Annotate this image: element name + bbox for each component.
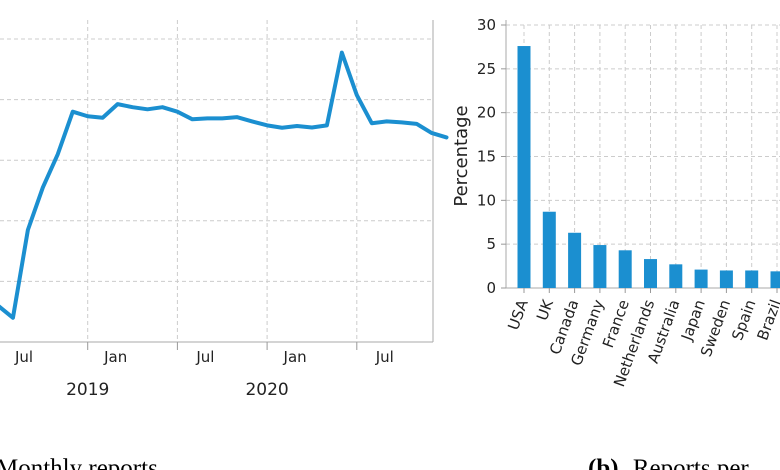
- caption-a: Monthly reports: [0, 455, 158, 470]
- bar-sweden: [719, 270, 733, 288]
- caption-b-prefix: (b): [588, 455, 619, 470]
- line-x-tick-label: Jan: [283, 348, 307, 366]
- bar-x-tick-label: USA: [504, 297, 532, 333]
- bar-uk: [542, 211, 556, 288]
- bar-x-tick-label: UK: [533, 296, 557, 323]
- bar-netherlands: [644, 259, 657, 288]
- bar-y-tick-label: 10: [477, 191, 496, 209]
- bar-y-tick-label: 0: [486, 279, 496, 297]
- bar-germany: [593, 245, 607, 288]
- monthly-reports-panel: Jul Jan 2019 Jul Jan 2020 Jul: [0, 20, 449, 400]
- bar-france: [618, 250, 632, 288]
- line-x-tick-label: Jul: [195, 348, 214, 366]
- line-x-tick-label: Jul: [14, 348, 33, 366]
- bar-y-axis-label: Percentage: [451, 105, 472, 206]
- caption-a-text: Monthly reports: [0, 455, 158, 470]
- line-series-monthly-reports: [0, 50, 449, 320]
- bar-y-tick-label: 5: [486, 235, 496, 253]
- bar-japan: [694, 269, 708, 288]
- bar-y-tick-label: 30: [477, 16, 496, 34]
- line-x-tick-year: 2020: [245, 380, 288, 400]
- line-x-tick-label: Jan: [103, 348, 127, 366]
- bar-australia: [669, 264, 683, 288]
- bar-y-tick-label: 15: [477, 148, 496, 166]
- bar-canada: [568, 232, 582, 288]
- caption-b-text: Reports per: [633, 455, 750, 470]
- caption-b: (b) Reports per: [588, 455, 749, 470]
- bar-y-tick-label: 20: [477, 104, 496, 122]
- bar-spain: [745, 270, 759, 288]
- line-x-tick-label: Jul: [375, 348, 394, 366]
- bar-y-tick-label: 25: [477, 60, 496, 78]
- line-x-tick-year: 2019: [66, 380, 109, 400]
- bar-brazil: [770, 271, 780, 288]
- bar-usa: [517, 46, 531, 288]
